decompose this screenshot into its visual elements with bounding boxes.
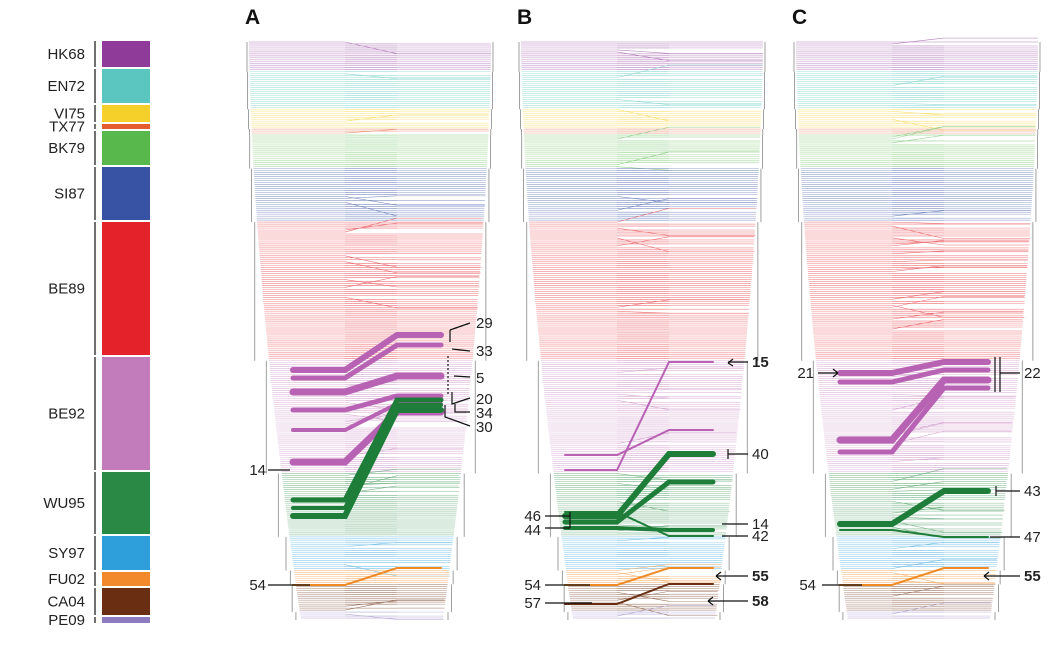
- panel-b-label-46: 46: [524, 508, 541, 525]
- legend-swatch-si87: [102, 167, 150, 220]
- panel-a-label-54: 54: [249, 577, 266, 594]
- panel-b-label-44: 44: [524, 522, 541, 539]
- panel-c-label-43: 43: [1024, 483, 1041, 500]
- panel-a-label-14: 14: [249, 462, 266, 479]
- panel-label-b: B: [517, 6, 532, 29]
- legend-swatch-wu95: [102, 472, 150, 534]
- legend-swatch-hk68: [102, 41, 150, 67]
- panel-label-a: A: [245, 6, 260, 29]
- panel-c-cluster-tx77: [796, 128, 1039, 136]
- legend-label-pe09: PE09: [48, 612, 85, 629]
- panel-a-cluster-tx77: [249, 128, 492, 136]
- panel-b-label-58: 58: [752, 593, 769, 610]
- tanglegram-panel-a: [246, 41, 494, 620]
- legend-label-ca04: CA04: [47, 594, 85, 611]
- panel-c-cluster-en72: [794, 71, 1041, 110]
- panel-c-label-21: 21: [797, 365, 814, 382]
- legend-label-sy97: SY97: [48, 545, 85, 562]
- panel-a-label-20: 20: [476, 391, 493, 408]
- legend-label-tx77: TX77: [49, 119, 85, 136]
- panel-c-highlighted-lineages: [836, 359, 992, 586]
- legend-swatch-sy97: [102, 536, 150, 570]
- panel-b-cluster-be89: [526, 207, 759, 361]
- legend-swatch-tx77: [102, 124, 150, 129]
- tanglegram-panel-b: [518, 41, 766, 620]
- panel-b-annotations: [545, 358, 748, 606]
- panel-c-annotations: [818, 357, 1020, 586]
- legend-label-hk68: HK68: [47, 46, 85, 63]
- panel-c-label-54: 54: [799, 577, 816, 594]
- panel-c-cluster-vi75: [795, 108, 1039, 131]
- panel-c-cluster-be89: [801, 221, 1034, 361]
- panel-a-label-33: 33: [476, 343, 493, 360]
- legend-swatch-fu02: [102, 572, 150, 586]
- panel-b-cluster-sy97: [557, 536, 730, 571]
- panel-a-cluster-be89: [254, 217, 487, 361]
- panel-a-annotations: [268, 322, 471, 586]
- panel-a-cluster-pe09: [295, 611, 449, 620]
- panel-b-label-15: 15: [752, 354, 769, 371]
- legend-label-si87: SI87: [54, 186, 85, 203]
- panel-c-label-55: 55: [1024, 568, 1041, 585]
- panel-label-c: C: [792, 6, 807, 29]
- panel-c-cluster-ca04: [838, 584, 999, 613]
- panel-a-label-29: 29: [476, 315, 493, 332]
- panel-b-cluster-ca04: [563, 584, 724, 616]
- legend-swatch-be89: [102, 222, 150, 355]
- legend-swatch-vi75: [102, 105, 150, 122]
- panel-b-highlighted-lineages: [562, 361, 716, 605]
- panel-b-label-14: 14: [752, 516, 769, 533]
- panel-c-label-22: 22: [1024, 365, 1041, 382]
- legend-label-vi75: VI75: [54, 106, 85, 123]
- panel-b-cluster-hk68: [518, 41, 766, 72]
- legend-label-be89: BE89: [48, 281, 85, 298]
- legend-label-en72: EN72: [47, 78, 85, 95]
- panel-b-label-40: 40: [752, 446, 769, 463]
- panel-c-cluster-bk79: [796, 126, 1038, 169]
- panel-a-cluster-vi75: [248, 108, 492, 130]
- legend-label-be92: BE92: [48, 406, 85, 423]
- legend-swatch-en72: [102, 69, 150, 103]
- panel-c-cluster-si87: [798, 168, 1037, 223]
- legend-swatch-be92: [102, 357, 150, 470]
- legend-label-fu02: FU02: [48, 571, 85, 588]
- panel-a-label-34: 34: [476, 405, 493, 422]
- legend-swatch-bk79: [102, 131, 150, 165]
- panel-b-cluster-vi75: [520, 108, 764, 130]
- panel-b-cluster-bk79: [521, 126, 763, 171]
- panel-c-cluster-sy97: [832, 536, 1005, 571]
- panel-c-cluster-pe09: [842, 602, 996, 620]
- panel-a-cluster-si87: [251, 168, 490, 223]
- panel-b-cluster-en72: [519, 64, 766, 110]
- panel-a-label-5: 5: [476, 370, 484, 387]
- panel-a-label-30: 30: [476, 419, 493, 436]
- panel-c-cluster-fu02: [836, 570, 1001, 585]
- panel-b-label-55: 55: [752, 568, 769, 585]
- panel-b-cluster-si87: [523, 168, 762, 223]
- panel-b-label-57: 57: [524, 595, 541, 612]
- panel-b-cluster-tx77: [521, 128, 764, 136]
- panel-a-cluster-hk68: [246, 41, 494, 72]
- panel-a-cluster-en72: [247, 71, 494, 110]
- panel-b-cluster-pe09: [567, 605, 721, 620]
- panel-b-label-54: 54: [524, 577, 541, 594]
- panel-c-cluster-be92: [812, 360, 1023, 474]
- panel-a-cluster-wu95: [277, 468, 465, 537]
- panel-c-cluster-hk68: [793, 37, 1041, 72]
- tanglegram-panel-c: [793, 37, 1041, 620]
- legend-label-bk79: BK79: [48, 140, 85, 157]
- panel-c-label-47: 47: [1024, 529, 1041, 546]
- panel-c-cluster-wu95: [824, 468, 1012, 539]
- panel-b-label-42: 42: [752, 528, 769, 545]
- legend-swatch-ca04: [102, 588, 150, 615]
- panel-a-cluster-fu02: [289, 570, 454, 585]
- panel-a-cluster-ca04: [291, 584, 452, 613]
- legend-swatch-pe09: [102, 617, 150, 623]
- panel-a-highlighted-lineages: [289, 332, 445, 586]
- panel-a-cluster-bk79: [249, 134, 491, 169]
- legend-label-wu95: WU95: [43, 495, 85, 512]
